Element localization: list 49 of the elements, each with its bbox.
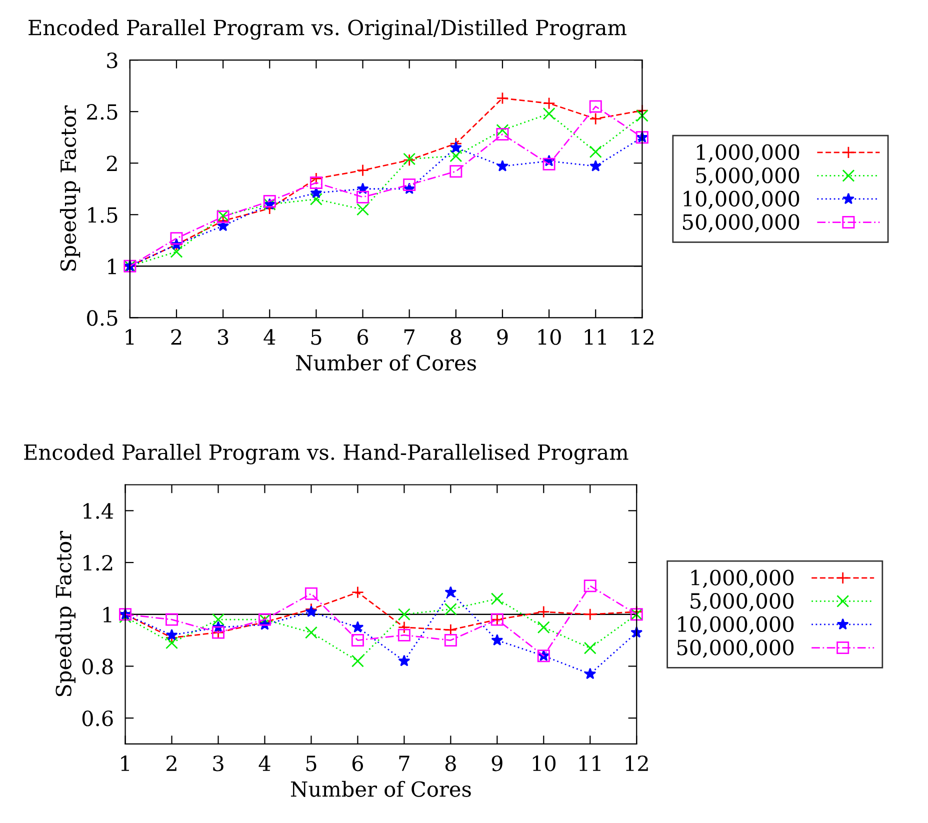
chart-title: Encoded Parallel Program vs. Original/Distilled Program (28, 19, 626, 40)
x-tick-label: 10 (532, 755, 556, 772)
x-tick-label: 8 (450, 329, 462, 345)
y-tick-label: 1.4 (84, 503, 114, 519)
x-tick-label: 9 (497, 329, 508, 345)
y-tick-label: 0.5 (87, 310, 118, 326)
x-tick-label: 4 (258, 755, 270, 771)
x-tick-label: 10 (538, 329, 561, 345)
legend-label: 1,000,000 (697, 144, 800, 163)
x-tick-label: 4 (264, 329, 276, 345)
x-tick-label: 11 (579, 755, 600, 771)
y-tick-label: 0.8 (82, 658, 113, 674)
legend-label: 50,000,000 (683, 214, 800, 232)
x-tick-label: 8 (445, 755, 456, 772)
legend-label: 50,000,000 (677, 640, 794, 658)
x-tick-label: 6 (352, 755, 364, 772)
y-tick-label: 1 (108, 258, 116, 274)
legend-label: 5,000,000 (690, 593, 794, 612)
y-axis-title: Speedup Factor (60, 105, 80, 271)
legend-label: 5,000,000 (696, 168, 800, 186)
x-tick-label: 2 (166, 755, 176, 771)
x-axis-title: Number of Cores (296, 354, 476, 371)
x-tick-label: 2 (171, 329, 182, 345)
x-tick-label: 1 (121, 755, 129, 771)
x-tick-label: 5 (311, 329, 322, 345)
x-tick-label: 7 (404, 329, 414, 345)
x-tick-label: 6 (358, 329, 368, 345)
x-tick-label: 3 (213, 755, 224, 772)
y-tick-label: 1.2 (84, 554, 112, 571)
x-tick-label: 12 (626, 755, 648, 771)
x-tick-label: 7 (399, 756, 410, 771)
y-tick-label: 1.5 (88, 207, 118, 223)
y-tick-label: 2 (106, 156, 117, 172)
y-axis-title: Speedup Factor (55, 530, 76, 696)
x-tick-label: 9 (492, 755, 502, 772)
x-axis-title: Number of Cores (290, 780, 471, 797)
legend-label: 10,000,000 (678, 616, 794, 635)
x-tick-label: 11 (584, 329, 606, 345)
y-tick-label: 3 (107, 52, 118, 68)
chart-title: Encoded Parallel Program vs. Hand-Parallelised Program (24, 444, 628, 464)
x-tick-label: 1 (126, 329, 134, 345)
y-tick-label: 0.6 (82, 710, 113, 726)
legend-label: 1,000,000 (691, 570, 794, 588)
x-tick-label: 3 (218, 329, 228, 345)
y-tick-label: 1 (103, 606, 112, 622)
x-tick-label: 5 (306, 756, 316, 772)
x-tick-label: 12 (631, 329, 654, 345)
y-tick-label: 2.5 (87, 104, 118, 120)
legend-label: 10,000,000 (684, 190, 800, 210)
